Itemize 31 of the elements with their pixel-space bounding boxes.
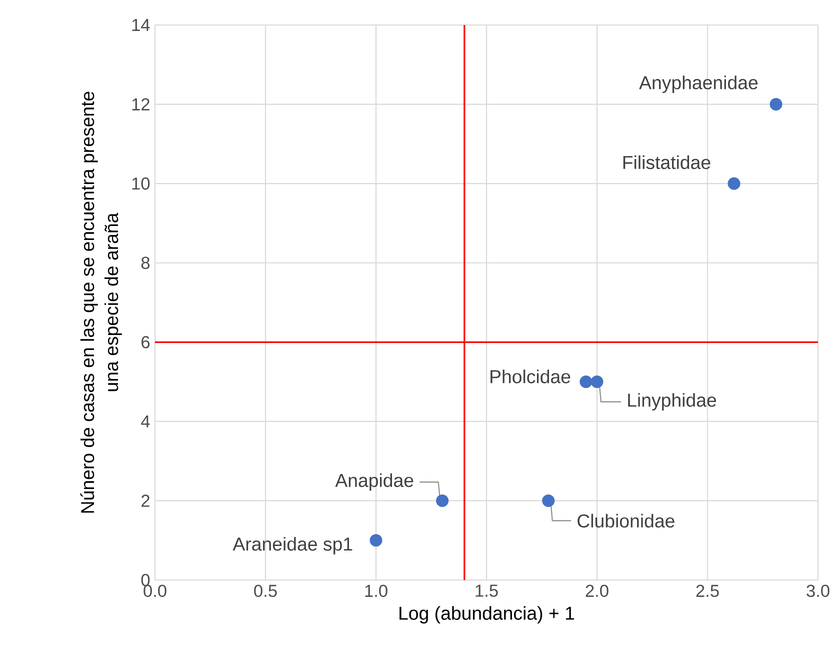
y-tick-label: 12 [132,98,150,110]
y-tick-label: 14 [132,19,150,31]
annotation: Anyphaenidae [639,76,758,93]
point [542,494,555,507]
x-tick-label: 0.0 [144,584,166,597]
x-tick-label: 1.0 [365,584,388,597]
annotation: Filistatidae [623,155,710,170]
y-tick-label: 10 [132,177,150,190]
y-tick-label: 4 [141,415,150,428]
annotation: Linyphidae [628,393,716,410]
y-tick-label: 8 [141,256,150,269]
y-tick-label: 2 [142,494,150,507]
annotation: Anapidae [335,473,414,491]
x-tick-label: 1.5 [476,584,498,597]
annotation: Clubionidae [578,514,674,528]
annotation: Pholcidae [490,370,570,384]
annotation: Araneidae sp1 [232,536,352,554]
x-tick-label: 2.5 [696,584,719,597]
point [770,98,782,111]
point [580,376,592,388]
y-tick-label: 0 [141,574,150,586]
x-tick-label: 3.0 [806,584,830,597]
point [728,177,740,190]
point [370,534,382,547]
y-tick-label: 6 [142,336,150,348]
point [436,494,449,507]
x-axis-title: Log (abundancia) + 1 [400,606,574,624]
x-tick-label: 0.5 [254,584,277,597]
y-axis-title: Núnero de casas en las que se encuentra presente una especie de araña [80,92,122,513]
point [590,376,604,388]
x-tick-label: 2.0 [586,584,608,597]
